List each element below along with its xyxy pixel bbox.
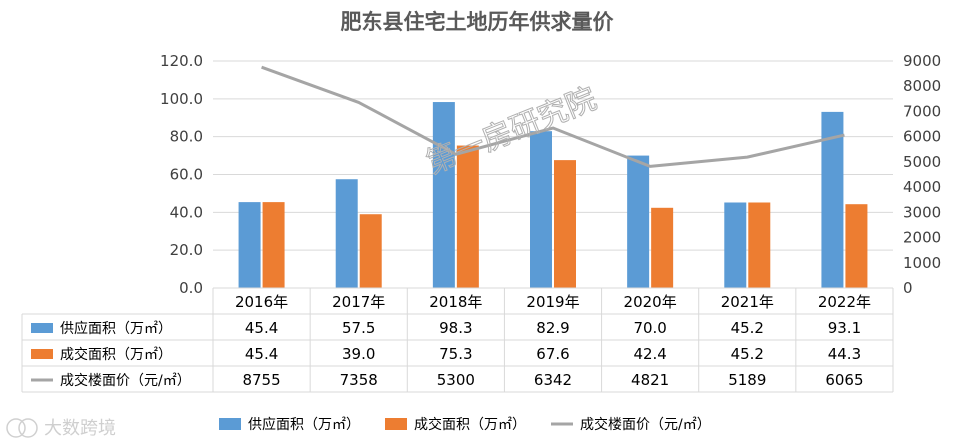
supply-bar xyxy=(627,155,650,288)
legend-label: 供应面积（万㎡） xyxy=(248,416,360,433)
table-cell: 6065 xyxy=(825,371,863,389)
y-right-tick-label: 1000 xyxy=(903,254,941,272)
table-cell: 6342 xyxy=(534,371,572,389)
deal-bar xyxy=(262,202,285,288)
x-category-label: 2019年 xyxy=(526,293,579,311)
grid-lines xyxy=(213,60,893,251)
x-category-label: 2020年 xyxy=(624,293,677,311)
y-axis-left: 0.0 20.0 40.0 60.0 80.0 100.0 120.0 xyxy=(160,52,203,297)
table-row-label: 供应面积（万㎡） xyxy=(60,320,172,337)
y-left-tick-label: 40.0 xyxy=(170,203,203,221)
table-cell: 67.6 xyxy=(536,345,569,363)
y-right-tick-label: 2000 xyxy=(903,229,941,247)
y-right-tick-label: 7000 xyxy=(903,102,941,120)
table-cell: 70.0 xyxy=(633,319,666,337)
supply-bar xyxy=(238,202,261,288)
supply-bar xyxy=(335,179,358,288)
supply-bar xyxy=(821,111,844,288)
table-cell: 45.4 xyxy=(245,319,278,337)
table-row-label: 成交楼面价（元/㎡） xyxy=(60,372,191,389)
credit-text: 大数跨境 xyxy=(44,418,116,439)
y-right-tick-label: 3000 xyxy=(903,203,941,221)
table-cell: 7358 xyxy=(340,371,378,389)
table-row-label: 成交面积（万㎡） xyxy=(60,346,172,363)
y-axis-right: 0 1000 2000 3000 4000 5000 6000 7000 8000 9000 xyxy=(903,52,941,297)
x-category-label: 2017年 xyxy=(332,293,385,311)
deal-bar xyxy=(845,204,868,288)
deal-bar xyxy=(554,160,576,288)
table-cell: 39.0 xyxy=(342,345,375,363)
x-category-label: 2016年 xyxy=(235,293,288,311)
y-left-tick-label: 20.0 xyxy=(170,241,203,259)
legend: 供应面积（万㎡） 成交面积（万㎡） 成交楼面价（元/㎡） xyxy=(219,416,711,433)
legend-swatch xyxy=(385,418,407,430)
deal-bar xyxy=(456,145,479,288)
y-right-tick-label: 8000 xyxy=(903,77,941,95)
table-cell: 5189 xyxy=(728,371,766,389)
y-right-tick-label: 4000 xyxy=(903,178,941,196)
credit-logo-icon-2 xyxy=(18,418,38,438)
supply-bar xyxy=(530,131,552,288)
table-cell: 45.2 xyxy=(731,345,764,363)
table-cell: 98.3 xyxy=(439,319,472,337)
legend-swatch xyxy=(219,418,241,430)
x-category-label: 2022年 xyxy=(818,293,871,311)
table-cell: 44.3 xyxy=(828,345,861,363)
table-cell: 93.1 xyxy=(828,319,861,337)
table-legend-swatch xyxy=(31,323,53,333)
y-left-tick-label: 120.0 xyxy=(160,52,203,70)
y-left-tick-label: 60.0 xyxy=(170,166,203,184)
y-left-tick-label: 80.0 xyxy=(170,128,203,146)
y-right-tick-label: 0 xyxy=(903,279,913,297)
x-category-label: 2021年 xyxy=(721,293,774,311)
bar-series xyxy=(238,102,868,288)
table-cell: 5300 xyxy=(437,371,475,389)
price-line xyxy=(261,65,845,168)
credit-logo-icon xyxy=(6,418,26,438)
table-cell: 75.3 xyxy=(439,345,472,363)
legend-label: 成交面积（万㎡） xyxy=(414,416,526,433)
table-cell: 42.4 xyxy=(633,345,666,363)
supply-bar xyxy=(432,102,455,288)
y-left-tick-label: 100.0 xyxy=(160,90,203,108)
y-right-tick-label: 9000 xyxy=(903,52,941,70)
table-cell: 57.5 xyxy=(342,319,375,337)
supply-bar xyxy=(724,202,747,288)
y-right-tick-label: 6000 xyxy=(903,128,941,146)
legend-label: 成交楼面价（元/㎡） xyxy=(580,416,711,433)
data-table: 2016年 2017年 2018年 2019年 2020年 2021年 2022年供应面积（… xyxy=(21,287,894,393)
deal-bar xyxy=(651,207,674,288)
table-cell: 45.2 xyxy=(731,319,764,337)
y-right-tick-label: 5000 xyxy=(903,153,941,171)
table-cell: 8755 xyxy=(242,371,280,389)
price-line-series xyxy=(261,65,845,168)
table-cell: 4821 xyxy=(631,371,669,389)
deal-bar xyxy=(359,214,382,288)
credit-logo: 大数跨境 xyxy=(6,418,116,439)
chart-title: 肥东县住宅土地历年供求量价 xyxy=(341,10,615,34)
deal-bar xyxy=(748,202,771,288)
x-category-label: 2018年 xyxy=(429,293,482,311)
table-cell: 45.4 xyxy=(245,345,278,363)
table-legend-swatch xyxy=(31,349,53,359)
y-left-tick-label: 0.0 xyxy=(179,279,203,297)
table-cell: 82.9 xyxy=(536,319,569,337)
